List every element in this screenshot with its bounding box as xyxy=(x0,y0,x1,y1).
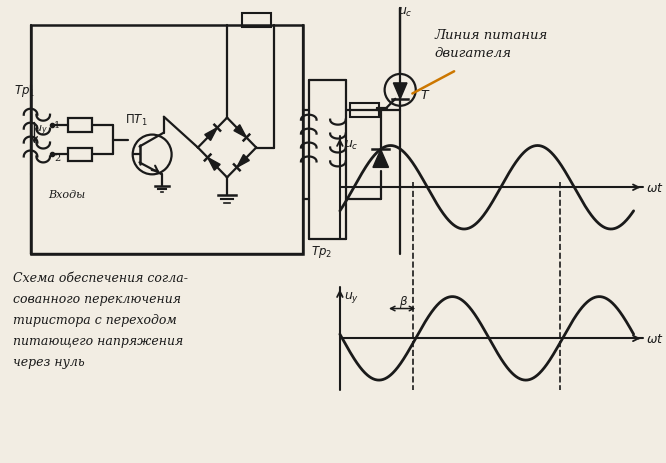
Text: $\omega t$: $\omega t$ xyxy=(646,332,664,345)
Text: $\Pi T_1$: $\Pi T_1$ xyxy=(125,113,147,128)
Polygon shape xyxy=(237,155,249,168)
Bar xyxy=(350,104,379,118)
Text: $\omega t$: $\omega t$ xyxy=(646,181,664,194)
Polygon shape xyxy=(394,84,407,100)
Bar xyxy=(67,119,92,132)
Text: $Tр_1$: $Tр_1$ xyxy=(14,83,35,99)
Text: $Tр_2$: $Tр_2$ xyxy=(311,244,332,259)
Text: 2: 2 xyxy=(54,154,60,163)
Text: $u_c$: $u_c$ xyxy=(344,138,358,151)
Polygon shape xyxy=(204,128,217,141)
Text: Входы: Входы xyxy=(48,190,85,200)
Text: 1: 1 xyxy=(54,121,60,130)
Text: $u_y$: $u_y$ xyxy=(344,289,359,304)
Polygon shape xyxy=(234,125,246,138)
Text: $u_c$: $u_c$ xyxy=(398,6,413,19)
Polygon shape xyxy=(373,150,388,168)
Bar xyxy=(242,14,271,28)
Text: Линия питания
двигателя: Линия питания двигателя xyxy=(434,29,547,60)
Text: Схема обеспечения согла-
сованного переключения
тиристора с переходом
питающего : Схема обеспечения согла- сованного перек… xyxy=(13,271,188,368)
Text: $u_y$: $u_y$ xyxy=(35,123,48,138)
Bar xyxy=(67,148,92,162)
Polygon shape xyxy=(208,158,220,171)
Bar xyxy=(31,26,303,254)
Text: $\beta$: $\beta$ xyxy=(400,293,409,309)
Text: $T$: $T$ xyxy=(420,89,430,102)
